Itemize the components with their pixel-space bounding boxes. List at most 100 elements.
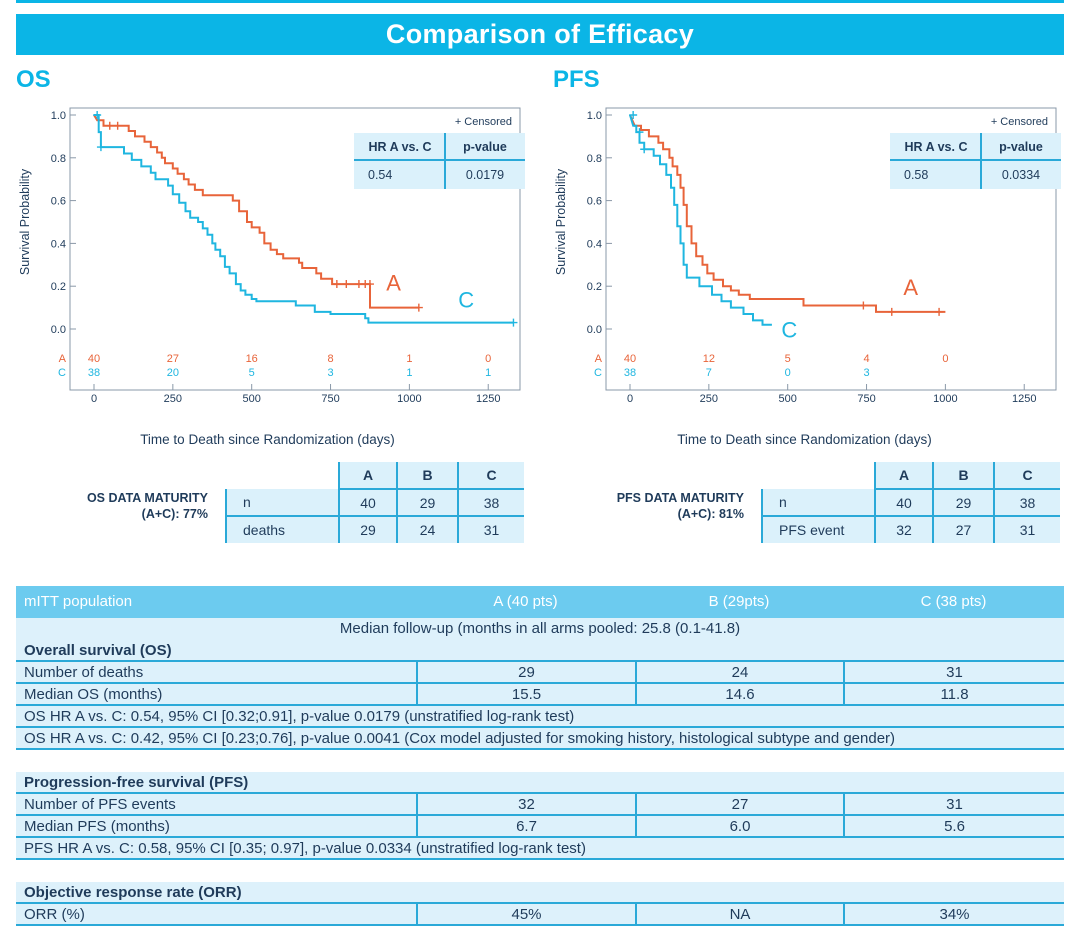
os-risk-count-c: 5 [249,367,255,379]
table-row: Median OS (months) 15.5 14.6 11.8 [16,684,1064,706]
followup-row: Median follow-up (months in all arms poo… [16,618,1064,640]
pfs-risk-count-c: 3 [863,367,869,379]
pfs-p-value: 0.0334 [1002,168,1040,182]
os-risk-count-a: 40 [88,353,100,365]
cell-c: 5.6 [843,816,1064,836]
os-section-title: OS [16,66,51,93]
cell-a: 6.7 [416,816,635,836]
os-maturity-line2: (A+C): 77% [141,507,208,521]
os-censor-mark-a [342,280,351,289]
os-mat-head-c: C [457,462,524,490]
pfs-section-title: PFS [553,66,600,93]
cell-c: 11.8 [843,684,1064,704]
orr-title: Objective response rate (ORR) [24,884,242,901]
followup-text: Median follow-up (months in all arms poo… [339,620,741,637]
os-risk-count-c: 1 [485,367,491,379]
os-hr-head: HR A vs. C [369,140,432,154]
pfs-censored-note: + Censored [991,116,1048,128]
os-censor-mark-a [113,121,122,130]
orr-title-row: Objective response rate (ORR) [16,882,1064,904]
os-censor-mark-a [365,280,374,289]
table-row: OS HR A vs. C: 0.42, 95% CI [0.23;0.76],… [16,728,1064,750]
pfs-maturity-line1: PFS DATA MATURITY [616,491,744,505]
os-title: Overall survival (OS) [24,642,172,659]
pfs-risk-count-c: 38 [624,367,636,379]
pfs-curve-c [629,114,772,326]
pfs-mat-cell: 29 [932,489,994,517]
pfs-plot-frame [605,107,1057,391]
pfs-title: Progression-free survival (PFS) [24,774,249,791]
pfs-x-tick-label: 1000 [933,393,957,405]
os-x-tick-label: 1000 [397,393,421,405]
pfs-risk-row-label: A [595,353,603,365]
os-y-axis-label: Survival Probability [18,168,32,275]
cell-b: 24 [635,662,843,682]
table-row: OS HR A vs. C: 0.54, 95% CI [0.32;0.91],… [16,706,1064,728]
pfs-maturity-table: A B C n 40 29 38 PFS event 32 27 31 [761,462,1060,543]
summary-head-a: A (40 pts) [493,593,558,610]
pfs-mat-row-label: PFS event [761,516,875,543]
pfs-mat-cell: 32 [874,516,933,543]
pfs-y-tick-label: 1.0 [587,110,602,122]
pfs-mat-row-label: n [761,489,875,517]
cell-b: 27 [635,794,843,814]
os-mat-head-b: B [396,462,458,490]
os-maturity-line1: OS DATA MATURITY [86,491,208,505]
os-curve-label-a: A [386,270,401,295]
os-hr-unstratified: OS HR A vs. C: 0.54, 95% CI [0.32;0.91],… [24,708,575,725]
pfs-x-tick-label: 750 [857,393,875,405]
os-title-row: Overall survival (OS) [16,640,1064,662]
os-censor-mark-c [93,111,102,119]
os-plot-frame [69,107,521,391]
summary-head-population: mITT population [24,593,133,610]
os-risk-count-c: 3 [327,367,333,379]
os-x-axis-label: Time to Death since Randomization (days) [140,432,395,447]
table-row: ORR (%) 45% NA 34% [16,904,1064,926]
pfs-x-tick-label: 0 [627,393,633,405]
pfs-mat-cell: 27 [932,516,994,543]
pfs-hr-head: p-value [999,140,1043,154]
os-risk-row-label: A [59,353,67,365]
os-risk-count-c: 20 [167,367,179,379]
row-label: ORR (%) [24,906,85,923]
page-title: Comparison of Efficacy [16,14,1064,55]
pfs-curve-label-a: A [903,275,918,300]
os-risk-count-c: 38 [88,367,100,379]
os-curve-c [94,114,514,324]
cell-c: 31 [843,794,1064,814]
os-x-tick-label: 250 [164,393,182,405]
pfs-x-tick-label: 250 [700,393,718,405]
table-row: Number of deaths 29 24 31 [16,662,1064,684]
cell-c: 34% [843,904,1064,924]
pfs-risk-count-a: 12 [703,353,715,365]
cell-a: 32 [416,794,635,814]
summary-head-c: C (38 pts) [920,593,987,610]
pfs-y-tick-label: 0.4 [587,238,602,250]
os-risk-count-a: 16 [246,353,258,365]
os-x-tick-label: 0 [91,393,97,405]
summary-table: mITT population A (40 pts) B (29pts) C (… [16,586,1064,926]
spacer [16,750,1064,772]
pfs-curve-label-c: C [781,318,797,343]
pfs-risk-count-a: 4 [863,353,869,365]
pfs-risk-count-a: 0 [942,353,948,365]
pfs-x-tick-label: 500 [779,393,797,405]
os-hr-adjusted: OS HR A vs. C: 0.42, 95% CI [0.23;0.76],… [24,730,896,747]
pfs-y-tick-label: 0.0 [587,324,602,336]
cell-c: 31 [843,662,1064,682]
pfs-y-tick-label: 0.8 [587,153,602,165]
table-row: Median PFS (months) 6.7 6.0 5.6 [16,816,1064,838]
pfs-censor-mark-a [887,307,896,316]
pfs-km-chart: 0.0 0.2 0.4 0.6 0.8 1.0 Survival Probability 0 2… [554,107,1061,405]
os-censored-note: + Censored [455,116,512,128]
summary-head-b: B (29pts) [708,593,770,610]
os-mat-cell: 38 [457,489,524,517]
os-mat-head-a: A [338,462,397,490]
pfs-censor-mark-c [635,128,644,137]
row-label: Median OS (months) [24,686,163,703]
os-x-tick-label: 1250 [476,393,500,405]
pfs-hr-head: HR A vs. C [905,140,968,154]
os-censor-mark-c [96,143,105,152]
os-y-tick-label: 0.8 [51,153,66,165]
os-censor-mark-a [332,280,341,289]
